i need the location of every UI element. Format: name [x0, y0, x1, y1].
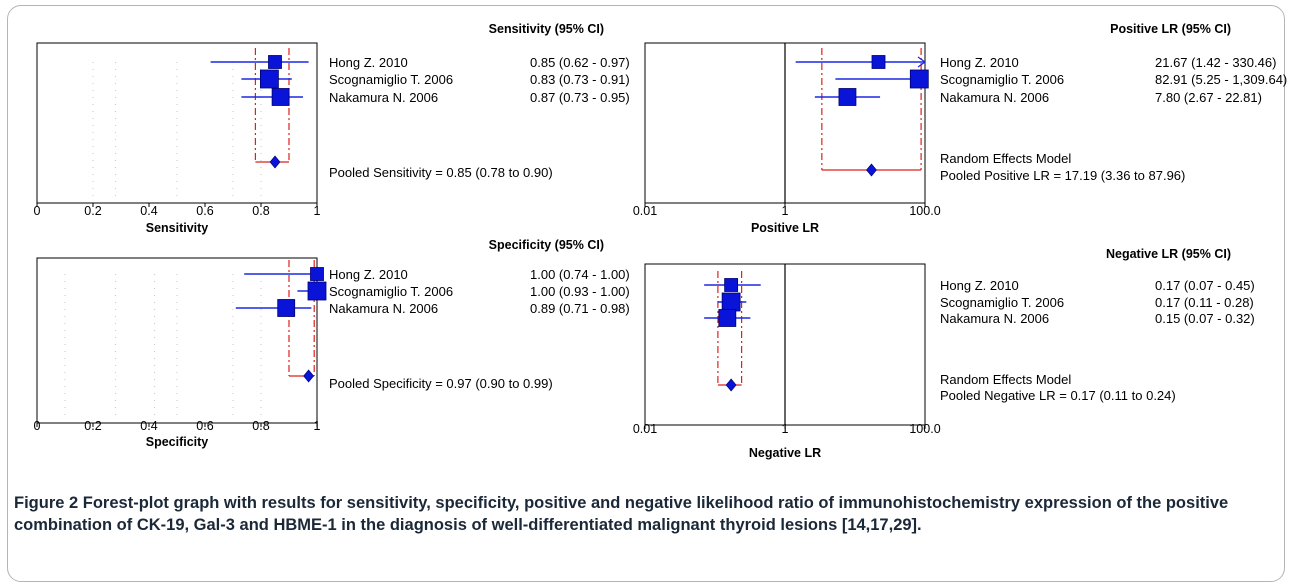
- panel-4-study-1-name: Hong Z. 2010: [940, 278, 1019, 293]
- panel-4-study-1-marker: [724, 278, 739, 292]
- panel-3-study-1-name: Hong Z. 2010: [329, 267, 408, 282]
- panel-4-study-3-ci-text: 0.15 (0.07 - 0.32): [1155, 311, 1255, 326]
- panel-1-study-3-name: Nakamura N. 2006: [329, 90, 438, 105]
- panel-2-study-3-ci-text: 7.80 (2.67 - 22.81): [1155, 90, 1262, 105]
- panel-3-study-2-marker: [307, 281, 327, 301]
- panel-4-model-label: Random Effects Model: [940, 372, 1071, 387]
- panel-1-study-1-name: Hong Z. 2010: [329, 55, 408, 70]
- panel-1-pooled-label: Pooled Sensitivity = 0.85 (0.78 to 0.90): [329, 165, 553, 180]
- panel-3-tick-label: 0.4: [140, 419, 157, 433]
- panel-2-xlabel: Positive LR: [751, 221, 819, 235]
- panel-4-study-3-name: Nakamura N. 2006: [940, 311, 1049, 326]
- figure-caption: Figure 2 Forest-plot graph with results …: [14, 492, 1276, 536]
- panel-3-tick-label: 0.8: [252, 419, 269, 433]
- caption-text: Forest-plot graph with results for sensi…: [14, 494, 1229, 534]
- caption-label: Figure 2: [14, 494, 79, 512]
- panel-2-study-1-ci-arrow: [917, 56, 927, 68]
- panel-4-study-2-ci-text: 0.17 (0.11 - 0.28): [1155, 295, 1254, 310]
- panel-3-study-3-marker: [277, 299, 296, 317]
- panel-3-study-2-name: Scognamiglio T. 2006: [329, 284, 453, 299]
- panel-2-model-label: Random Effects Model: [940, 151, 1071, 166]
- panel-1-tick-label: 0.8: [252, 204, 269, 218]
- panel-2-study-1-marker: [871, 55, 886, 69]
- panel-1-study-3-ci-text: 0.87 (0.73 - 0.95): [530, 90, 630, 105]
- panel-4-study-2-marker: [721, 292, 741, 312]
- panel-2-study-3-marker: [838, 88, 857, 106]
- panel-2-study-3-name: Nakamura N. 2006: [940, 90, 1049, 105]
- panel-1-header: Sensitivity (95% CI): [489, 22, 604, 36]
- panel-1-study-3-marker: [271, 88, 290, 106]
- panel-4-tick-label: 0.01: [633, 422, 657, 436]
- panel-2-study-2-name: Scognamiglio T. 2006: [940, 72, 1064, 87]
- panel-2-study-1-name: Hong Z. 2010: [940, 55, 1019, 70]
- panel-4-header: Negative LR (95% CI): [1106, 247, 1231, 261]
- panel-4-pooled-label: Pooled Negative LR = 0.17 (0.11 to 0.24): [940, 388, 1176, 403]
- panel-4-study-3-marker: [718, 309, 737, 327]
- panel-3-pooled-label: Pooled Specificity = 0.97 (0.90 to 0.99): [329, 376, 553, 391]
- panel-1-study-2-marker: [259, 69, 279, 89]
- panel-3-study-3-ci-text: 0.89 (0.71 - 0.98): [530, 301, 630, 316]
- panel-3-tick-label: 0.6: [196, 419, 213, 433]
- panel-2-pooled-diamond: [866, 163, 877, 177]
- panel-4-tick-label: 1: [782, 422, 789, 436]
- panel-1-tick-label: 0: [34, 204, 41, 218]
- panel-2-tick-label: 100.0: [909, 204, 940, 218]
- panel-1-plot-box: [36, 42, 318, 204]
- panel-3-tick-label: 1: [314, 419, 321, 433]
- panel-3-pooled-diamond: [303, 369, 314, 383]
- panel-4-xlabel: Negative LR: [749, 446, 821, 460]
- panel-1-study-2-name: Scognamiglio T. 2006: [329, 72, 453, 87]
- panel-2-pooled-label: Pooled Positive LR = 17.19 (3.36 to 87.9…: [940, 168, 1185, 183]
- panel-1-study-2-ci-text: 0.83 (0.73 - 0.91): [530, 72, 630, 87]
- panel-1-pooled-diamond: [269, 155, 281, 169]
- panel-3-tick-label: 0: [34, 419, 41, 433]
- panel-2-study-1-ci-text: 21.67 (1.42 - 330.46): [1155, 55, 1276, 70]
- panel-1-study-1-marker: [268, 55, 282, 69]
- panel-4-study-2-name: Scognamiglio T. 2006: [940, 295, 1064, 310]
- panel-3-study-2-ci-text: 1.00 (0.93 - 1.00): [530, 284, 630, 299]
- panel-3-xlabel: Specificity: [146, 435, 209, 449]
- panel-1-study-1-ci-text: 0.85 (0.62 - 0.97): [530, 55, 630, 70]
- panel-1-tick-label: 0.2: [84, 204, 101, 218]
- panel-3-study-1-marker: [310, 267, 324, 281]
- figure-frame: [7, 5, 1285, 582]
- panel-2-tick-label: 0.01: [633, 204, 657, 218]
- panel-2-header: Positive LR (95% CI): [1110, 22, 1231, 36]
- panel-3-plot-box: [36, 257, 318, 424]
- panel-4-tick-label: 100.0: [909, 422, 940, 436]
- panel-2-study-2-marker: [909, 69, 929, 89]
- panel-1-tick-label: 0.6: [196, 204, 213, 218]
- panel-3-header: Specificity (95% CI): [489, 238, 604, 252]
- panel-1-xlabel: Sensitivity: [146, 221, 209, 235]
- panel-1-tick-label: 0.4: [140, 204, 157, 218]
- panel-4-pooled-diamond: [725, 378, 737, 392]
- panel-3-tick-label: 0.2: [84, 419, 101, 433]
- panel-2-tick-label: 1: [782, 204, 789, 218]
- panel-1-tick-label: 1: [314, 204, 321, 218]
- panel-3-study-3-name: Nakamura N. 2006: [329, 301, 438, 316]
- panel-3-study-1-ci-text: 1.00 (0.74 - 1.00): [530, 267, 630, 282]
- panel-2-study-2-ci-text: 82.91 (5.25 - 1,309.64): [1155, 72, 1287, 87]
- panel-4-study-1-ci-text: 0.17 (0.07 - 0.45): [1155, 278, 1255, 293]
